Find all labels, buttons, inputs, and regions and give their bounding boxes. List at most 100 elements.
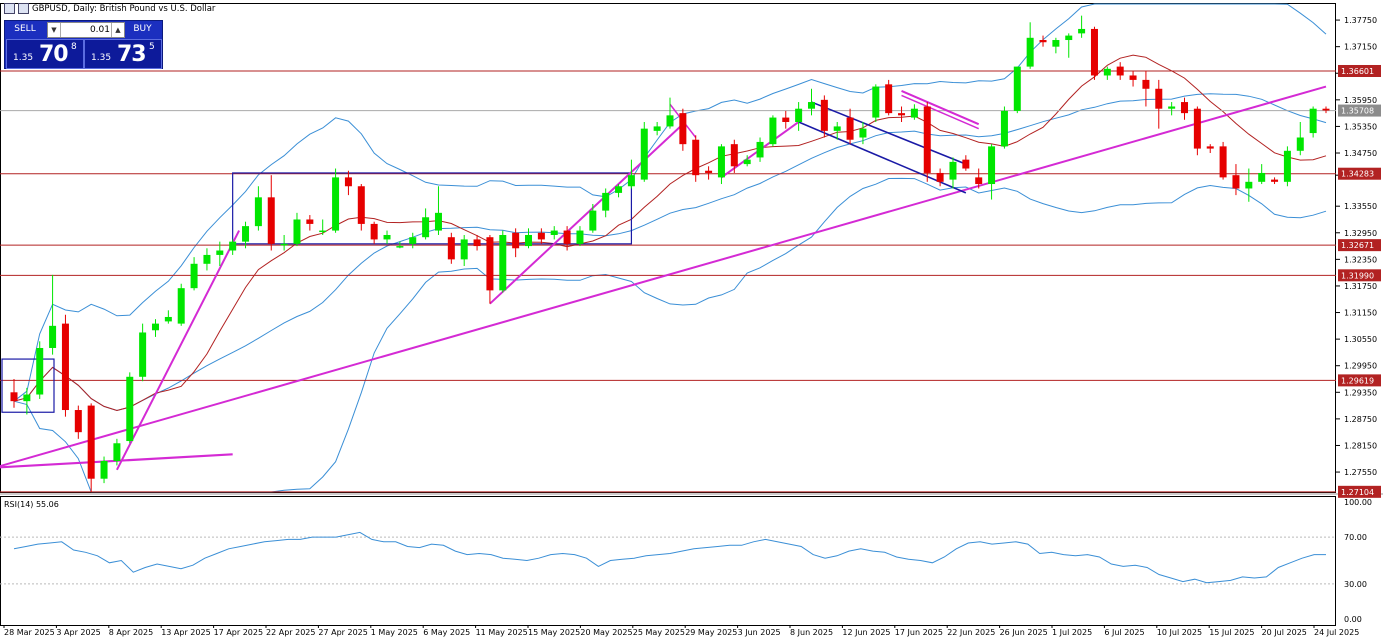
bull-candle: [1078, 28, 1086, 34]
bull-candle: [383, 234, 391, 240]
bull-candle: [499, 234, 507, 291]
sell-price[interactable]: 1.35 70 8: [6, 39, 84, 69]
bull-candle: [319, 230, 327, 233]
x-tick-label: 15 Jul 2025: [1209, 628, 1254, 637]
bull-candle: [988, 146, 996, 185]
bear-candle: [267, 197, 275, 244]
rsi-line: [13, 531, 1326, 584]
bollinger-middle: [13, 93, 1327, 412]
price-axis: 1.377501.371501.365501.359501.353501.347…: [1336, 16, 1381, 498]
bull-candle: [460, 239, 468, 260]
bear-candle: [344, 177, 352, 187]
x-tick-label: 3 Apr 2025: [56, 628, 100, 637]
bear-candle: [898, 113, 906, 116]
y-tick-label: 1.29950: [1344, 362, 1377, 371]
main-price-panel: [0, 3, 1383, 495]
bull-candle: [216, 250, 224, 255]
bear-candle: [306, 219, 314, 224]
bear-candle: [962, 159, 970, 169]
bear-candle: [679, 113, 687, 145]
bear-candle: [74, 410, 82, 433]
bull-candle: [666, 115, 674, 127]
level-price-tag: [1338, 64, 1381, 77]
bull-candle: [1052, 40, 1060, 47]
x-tick-label: 12 Jun 2025: [842, 628, 890, 637]
bull-candle: [833, 126, 841, 131]
bull-candle: [550, 230, 558, 235]
bull-candle: [717, 146, 725, 178]
bear-candle: [975, 177, 983, 185]
bear-candle: [370, 223, 378, 240]
rsi-frame: [0, 496, 1336, 626]
y-tick-label: 1.31150: [1344, 309, 1377, 318]
bear-candle: [61, 323, 69, 411]
bull-candle: [126, 376, 134, 442]
bull-candle: [1309, 108, 1317, 134]
lot-size-field[interactable]: ▼ 0.01 ▲: [47, 22, 125, 38]
bull-candle: [293, 219, 301, 244]
bear-candle: [357, 186, 365, 224]
lot-increase-icon[interactable]: ▲: [111, 23, 124, 37]
bull-candle: [859, 128, 867, 138]
x-tick-label: 22 Jun 2025: [947, 628, 995, 637]
bull-candle: [49, 325, 57, 348]
lot-size-value[interactable]: 0.01: [89, 25, 110, 35]
x-tick-label: 6 May 2025: [423, 628, 470, 637]
y-tick-label: 1.33550: [1344, 202, 1377, 211]
bull-candle: [203, 254, 211, 264]
x-tick-label: 1 May 2025: [371, 628, 418, 637]
time-axis: 28 Mar 2025 3 Apr 2025 8 Apr 2025 13 Apr 20…: [3, 625, 1359, 637]
bull-candle: [1065, 35, 1073, 41]
y-tick-label: 1.34750: [1344, 149, 1377, 158]
level-price-label: 1.31990: [1341, 271, 1374, 280]
rsi-tick-label: 100.00: [1344, 498, 1372, 507]
bull-candle: [396, 246, 404, 248]
moving-average: [13, 54, 1327, 412]
buy-price-prefix: 1.35: [91, 53, 112, 63]
bull-candle: [434, 212, 442, 231]
y-tick-label: 1.32350: [1344, 255, 1377, 264]
bear-candle: [846, 117, 854, 140]
chart-window-icon: [4, 3, 15, 14]
bear-candle: [563, 230, 571, 244]
bear-candle: [447, 237, 455, 260]
level-price-label: 1.36601: [1341, 67, 1374, 76]
one-click-trading-panel: SELL ▼ 0.01 ▲ BUY 1.35 70 8 1.35 73 5: [4, 20, 163, 69]
bear-candle: [692, 139, 700, 176]
bear-candle: [1142, 79, 1150, 89]
sell-price-sup: 8: [71, 42, 77, 52]
bull-candle: [1103, 68, 1111, 76]
long-trendline: [0, 85, 1327, 468]
x-tick-label: 27 Apr 2025: [318, 628, 367, 637]
x-tick-label: 11 May 2025: [476, 628, 528, 637]
flag-line-top: [901, 90, 980, 126]
flag-line-top-2: [901, 94, 980, 130]
buy-price[interactable]: 1.35 73 5: [84, 39, 162, 69]
x-tick-label: 1 Jul 2025: [1052, 628, 1092, 637]
rsi-tick-label: 0.00: [1344, 615, 1362, 624]
bull-candle: [576, 230, 584, 244]
bull-candle: [139, 332, 147, 377]
bull-candle: [409, 237, 417, 244]
bear-candle: [473, 239, 481, 247]
x-tick-label: 13 Apr 2025: [161, 628, 210, 637]
buy-button[interactable]: BUY: [133, 24, 152, 34]
x-tick-label: 29 May 2025: [685, 628, 737, 637]
rsi-panel: 100.00 70.00 30.00 0.00: [0, 496, 1372, 626]
y-tick-label: 1.37750: [1344, 16, 1377, 25]
buy-price-big: 73: [117, 42, 147, 67]
sell-button[interactable]: SELL: [14, 24, 36, 34]
x-tick-label: 15 May 2025: [528, 628, 580, 637]
bull-candle: [1245, 181, 1253, 189]
x-tick-label: 24 Jul 2025: [1314, 628, 1359, 637]
lot-dropdown-icon[interactable]: ▼: [48, 23, 61, 37]
bull-candle: [229, 241, 237, 251]
bear-candle: [1155, 88, 1163, 109]
symbol-title: GBPUSD, Daily: British Pound vs U.S. Dol…: [32, 3, 216, 14]
bear-candle: [1219, 146, 1227, 178]
x-tick-label: 8 Jun 2025: [790, 628, 833, 637]
bull-candle: [254, 197, 262, 227]
bear-candle: [87, 405, 95, 479]
bear-candle: [1116, 66, 1124, 76]
